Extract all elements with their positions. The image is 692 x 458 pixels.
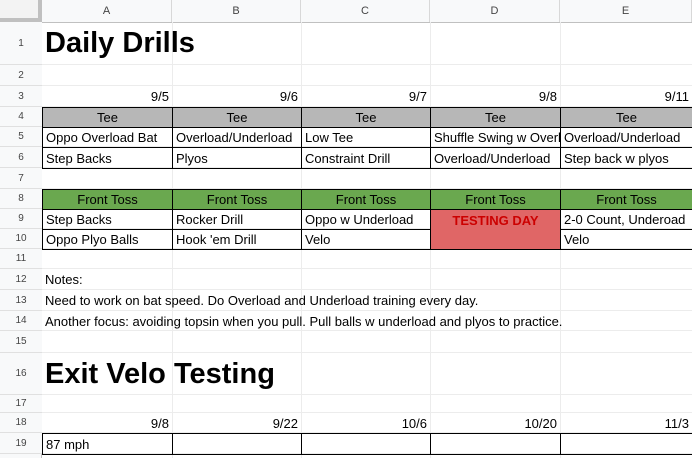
tee-drill-cell[interactable]: Plyos xyxy=(172,147,302,169)
row-gridline xyxy=(42,330,692,331)
row-gridline xyxy=(42,289,692,290)
row-header-17[interactable]: 17 xyxy=(0,395,42,413)
title-exit-velo-testing[interactable]: Exit Velo Testing xyxy=(45,357,275,390)
row-header-12[interactable]: 12 xyxy=(0,269,42,290)
tee-drill-cell[interactable]: Shuffle Swing w Overl xyxy=(430,127,561,148)
front-toss-drill-cell[interactable]: Oppo Plyo Balls xyxy=(42,229,173,250)
front-toss-drill-cell[interactable]: 2-0 Count, Underoad xyxy=(560,209,692,230)
column-header-c[interactable]: C xyxy=(301,0,430,22)
exit-velo-value-cell[interactable] xyxy=(301,433,431,455)
row-gridline xyxy=(42,146,692,147)
tee-drill-cell[interactable]: Step Backs xyxy=(42,147,173,169)
date-cell[interactable]: 9/6 xyxy=(279,89,298,104)
exit-velo-value-cell[interactable]: 87 mph xyxy=(42,433,173,455)
tee-drill-cell[interactable]: Constraint Drill xyxy=(301,147,431,169)
row-header-19[interactable]: 19 xyxy=(0,433,42,454)
row-gridline xyxy=(42,248,692,249)
exit-velo-date-cell[interactable]: 9/8 xyxy=(150,415,169,431)
row-header-2[interactable]: 2 xyxy=(0,65,42,86)
row-gridline xyxy=(42,188,692,189)
column-header-b[interactable]: B xyxy=(172,0,301,22)
testing-day-cell[interactable]: TESTING DAY xyxy=(430,209,561,250)
front-toss-header-cell[interactable]: Front Toss xyxy=(560,189,692,210)
tee-header-cell[interactable]: Tee xyxy=(301,107,431,128)
front-toss-drill-cell[interactable]: Velo xyxy=(560,229,692,250)
tee-drill-cell[interactable]: Low Tee xyxy=(301,127,431,148)
row-gridline xyxy=(42,106,692,107)
notes-line[interactable]: Need to work on bat speed. Do Overload a… xyxy=(45,293,479,308)
tee-header-cell[interactable]: Tee xyxy=(42,107,173,128)
row-header-10[interactable]: 10 xyxy=(0,229,42,249)
exit-velo-date-cell[interactable]: 11/3 xyxy=(664,415,689,431)
tee-drill-cell[interactable]: Overload/Underload xyxy=(172,127,302,148)
select-all-corner[interactable] xyxy=(0,0,42,22)
row-header-15[interactable]: 15 xyxy=(0,331,42,353)
exit-velo-value-cell[interactable] xyxy=(172,433,302,455)
exit-velo-value-cell[interactable] xyxy=(430,433,561,455)
row-gridline xyxy=(42,85,692,86)
row-header-16[interactable]: 16 xyxy=(0,353,42,395)
tee-drill-cell[interactable]: Step back w plyos xyxy=(560,147,692,169)
tee-drill-cell[interactable]: Overload/Underload xyxy=(430,147,561,169)
row-gridline xyxy=(42,228,692,229)
row-gridline xyxy=(42,394,692,395)
row-header-5[interactable]: 5 xyxy=(0,127,42,147)
tee-drill-cell[interactable]: Overload/Underload xyxy=(560,127,692,148)
row-gridline xyxy=(42,268,692,269)
date-cell[interactable]: 9/11 xyxy=(664,89,689,104)
front-toss-header-cell[interactable]: Front Toss xyxy=(172,189,302,210)
date-cell[interactable]: 9/8 xyxy=(538,89,557,104)
date-cell[interactable]: 9/5 xyxy=(150,89,169,104)
row-gridline xyxy=(42,352,692,353)
row-header-13[interactable]: 13 xyxy=(0,290,42,311)
exit-velo-date-cell[interactable]: 10/6 xyxy=(401,415,427,431)
column-header-a[interactable]: A xyxy=(42,0,172,22)
row-header-6[interactable]: 6 xyxy=(0,147,42,168)
exit-velo-date-cell[interactable]: 9/22 xyxy=(272,415,298,431)
front-toss-drill-cell[interactable]: Rocker Drill xyxy=(172,209,302,230)
notes-line[interactable]: Another focus: avoiding topsin when you … xyxy=(45,313,563,329)
row-gridline xyxy=(42,432,692,433)
notes-label[interactable]: Notes: xyxy=(45,272,83,287)
front-toss-drill-cell[interactable]: Oppo w Underload xyxy=(301,209,431,230)
row-header-14[interactable]: 14 xyxy=(0,311,42,331)
tee-header-cell[interactable]: Tee xyxy=(172,107,302,128)
row-gridline xyxy=(42,453,692,454)
front-toss-header-cell[interactable]: Front Toss xyxy=(301,189,431,210)
row-gridline xyxy=(42,167,692,168)
front-toss-drill-cell[interactable]: Step Backs xyxy=(42,209,173,230)
front-toss-header-cell[interactable]: Front Toss xyxy=(430,189,561,210)
row-gridline xyxy=(42,412,692,413)
exit-velo-value-cell[interactable] xyxy=(560,433,692,455)
row-header-9[interactable]: 9 xyxy=(0,209,42,229)
column-header-e[interactable]: E xyxy=(560,0,692,22)
row-header-7[interactable]: 7 xyxy=(0,168,42,189)
tee-drill-cell[interactable]: Oppo Overload Bat xyxy=(42,127,173,148)
row-header-18[interactable]: 18 xyxy=(0,413,42,433)
front-toss-header-cell[interactable]: Front Toss xyxy=(42,189,173,210)
tee-header-cell[interactable]: Tee xyxy=(430,107,561,128)
row-header-4[interactable]: 4 xyxy=(0,107,42,127)
date-cell[interactable]: 9/7 xyxy=(408,89,427,104)
front-toss-drill-cell[interactable]: Hook 'em Drill xyxy=(172,229,302,250)
front-toss-drill-cell[interactable]: Velo xyxy=(301,229,431,250)
row-header-1[interactable]: 1 xyxy=(0,22,42,65)
title-daily-drills[interactable]: Daily Drills xyxy=(45,27,195,59)
row-gridline xyxy=(42,64,692,65)
exit-velo-date-cell[interactable]: 10/20 xyxy=(524,415,557,431)
row-header-3[interactable]: 3 xyxy=(0,86,42,107)
row-header-11[interactable]: 11 xyxy=(0,249,42,269)
tee-header-cell[interactable]: Tee xyxy=(560,107,692,128)
column-header-d[interactable]: D xyxy=(430,0,560,22)
row-gridline xyxy=(42,310,692,311)
row-header-8[interactable]: 8 xyxy=(0,189,42,209)
